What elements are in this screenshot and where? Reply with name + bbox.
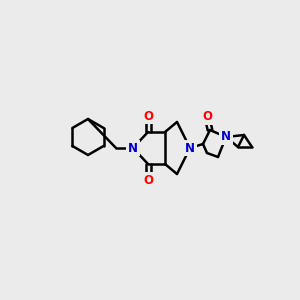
Text: N: N [128,142,138,154]
Text: O: O [202,110,212,124]
Text: O: O [143,173,153,187]
Text: O: O [143,110,153,122]
Text: N: N [221,130,231,143]
Text: N: N [185,142,195,154]
